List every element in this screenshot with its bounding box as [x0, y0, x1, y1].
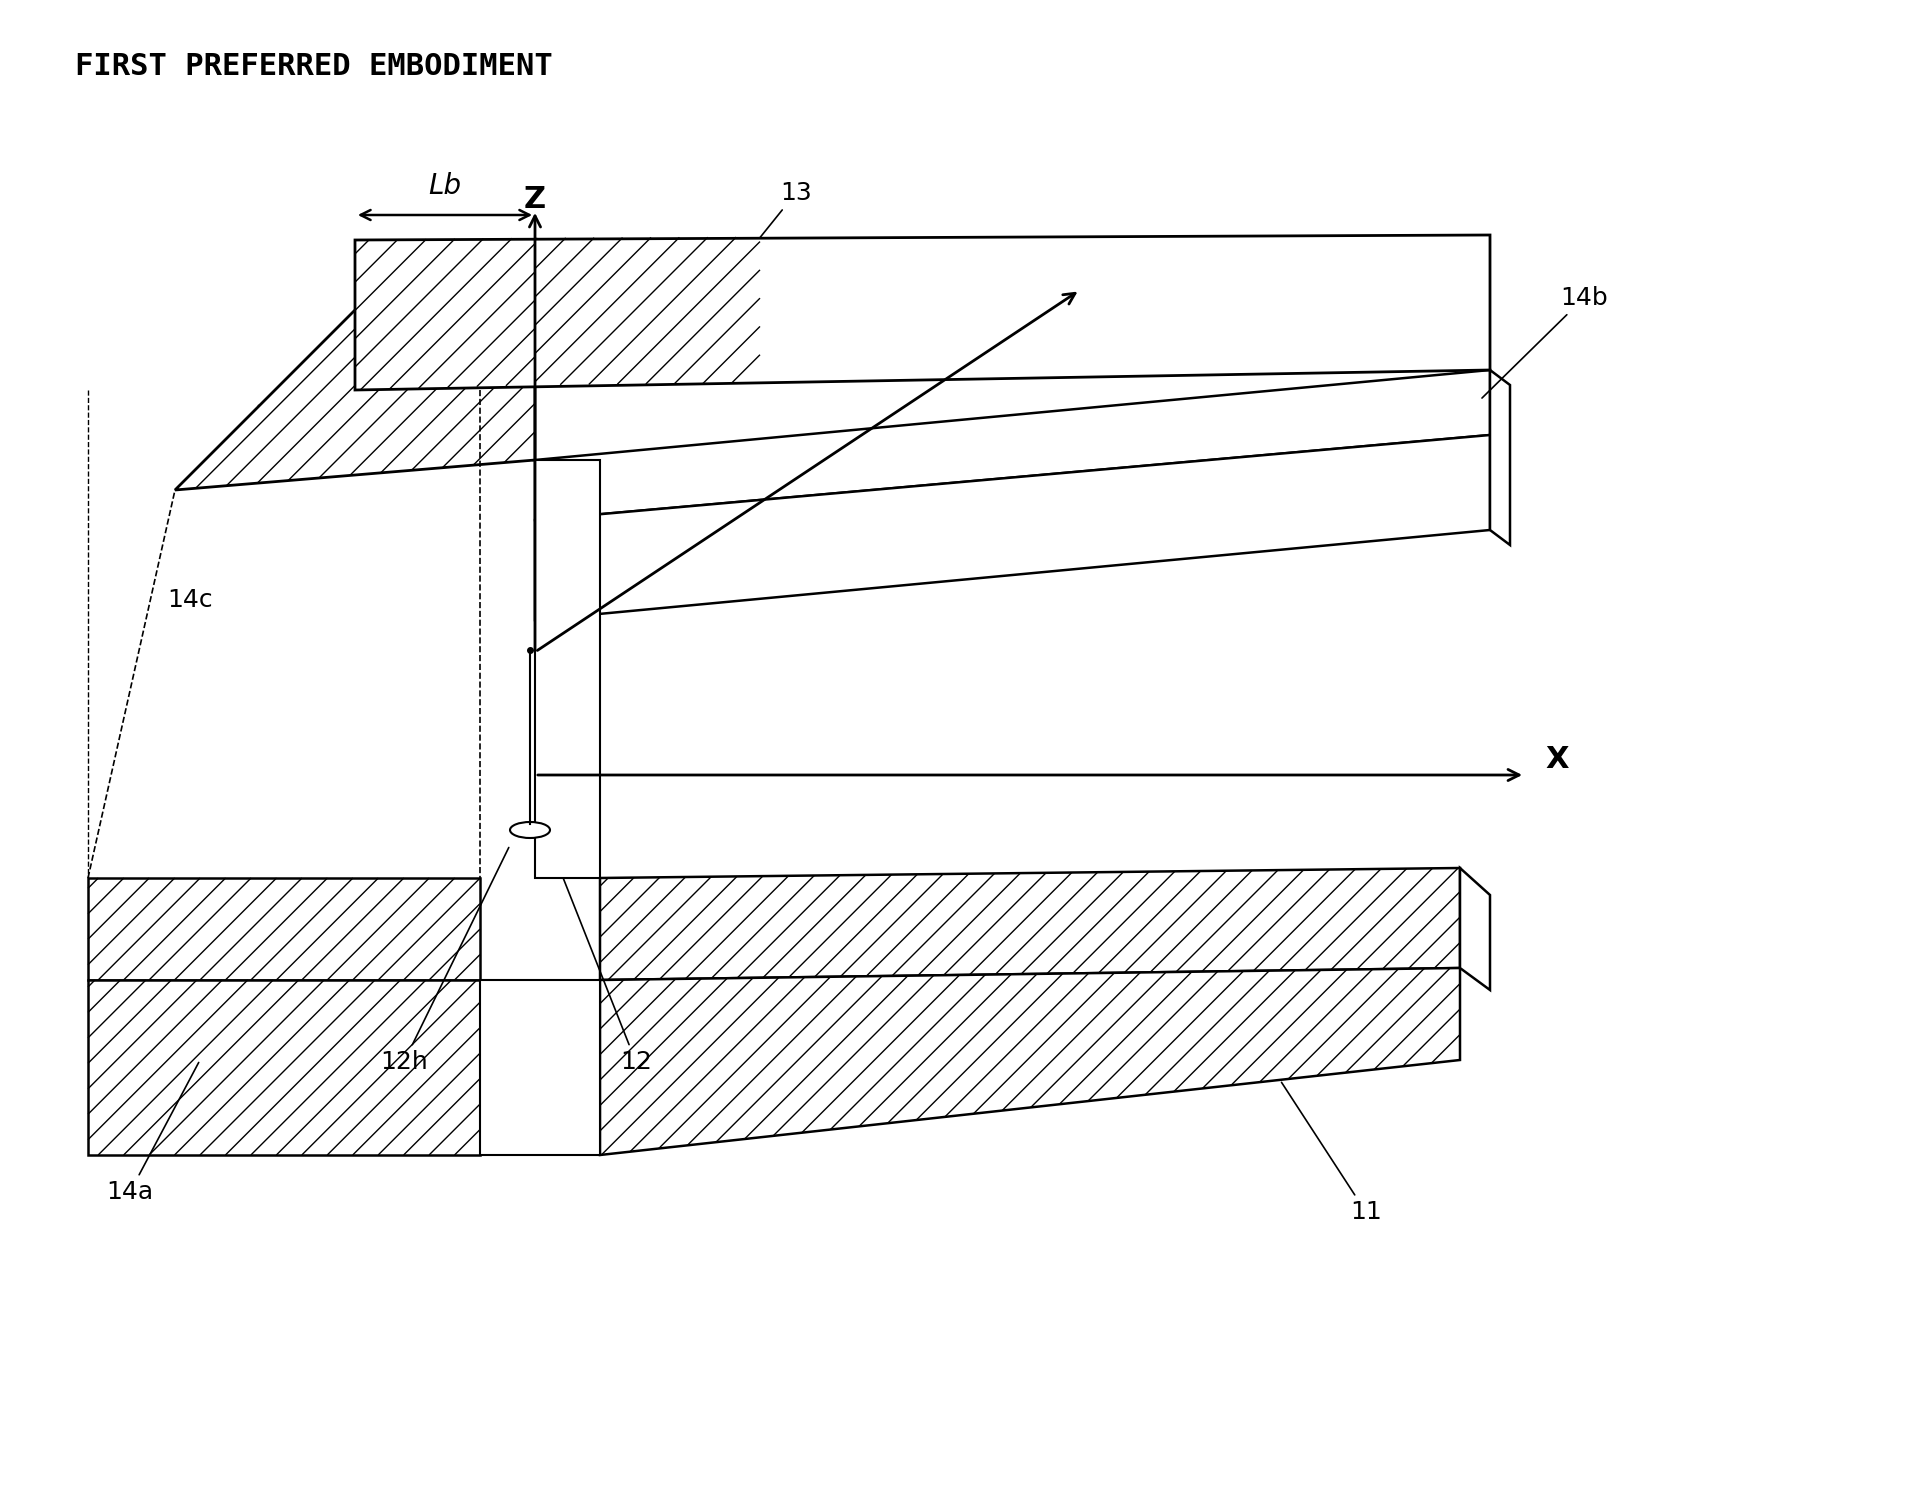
Polygon shape — [600, 868, 1459, 980]
Text: 14b: 14b — [1482, 286, 1608, 399]
Text: Z: Z — [524, 184, 545, 214]
Text: 14a: 14a — [107, 1063, 198, 1204]
Polygon shape — [1490, 370, 1509, 546]
Polygon shape — [88, 980, 480, 1156]
Text: 15: 15 — [253, 403, 286, 427]
Text: FIRST PREFERRED EMBODIMENT: FIRST PREFERRED EMBODIMENT — [74, 52, 552, 81]
Text: 14c: 14c — [168, 588, 213, 612]
Text: 12: 12 — [560, 872, 652, 1073]
Polygon shape — [535, 370, 1490, 520]
Polygon shape — [175, 295, 535, 490]
Polygon shape — [480, 980, 600, 1156]
Text: 11: 11 — [1280, 1082, 1381, 1225]
Polygon shape — [600, 968, 1459, 1156]
Text: 13a: 13a — [411, 307, 459, 331]
Text: Lb: Lb — [429, 172, 461, 199]
Polygon shape — [88, 878, 480, 980]
Polygon shape — [535, 460, 600, 878]
Ellipse shape — [511, 821, 551, 838]
Text: 12h: 12h — [379, 847, 509, 1073]
Text: X: X — [1545, 745, 1568, 775]
Polygon shape — [354, 235, 1490, 390]
Polygon shape — [535, 435, 1490, 621]
Text: 13: 13 — [751, 181, 812, 247]
Text: Y: Y — [1097, 271, 1120, 301]
Polygon shape — [1459, 868, 1490, 989]
